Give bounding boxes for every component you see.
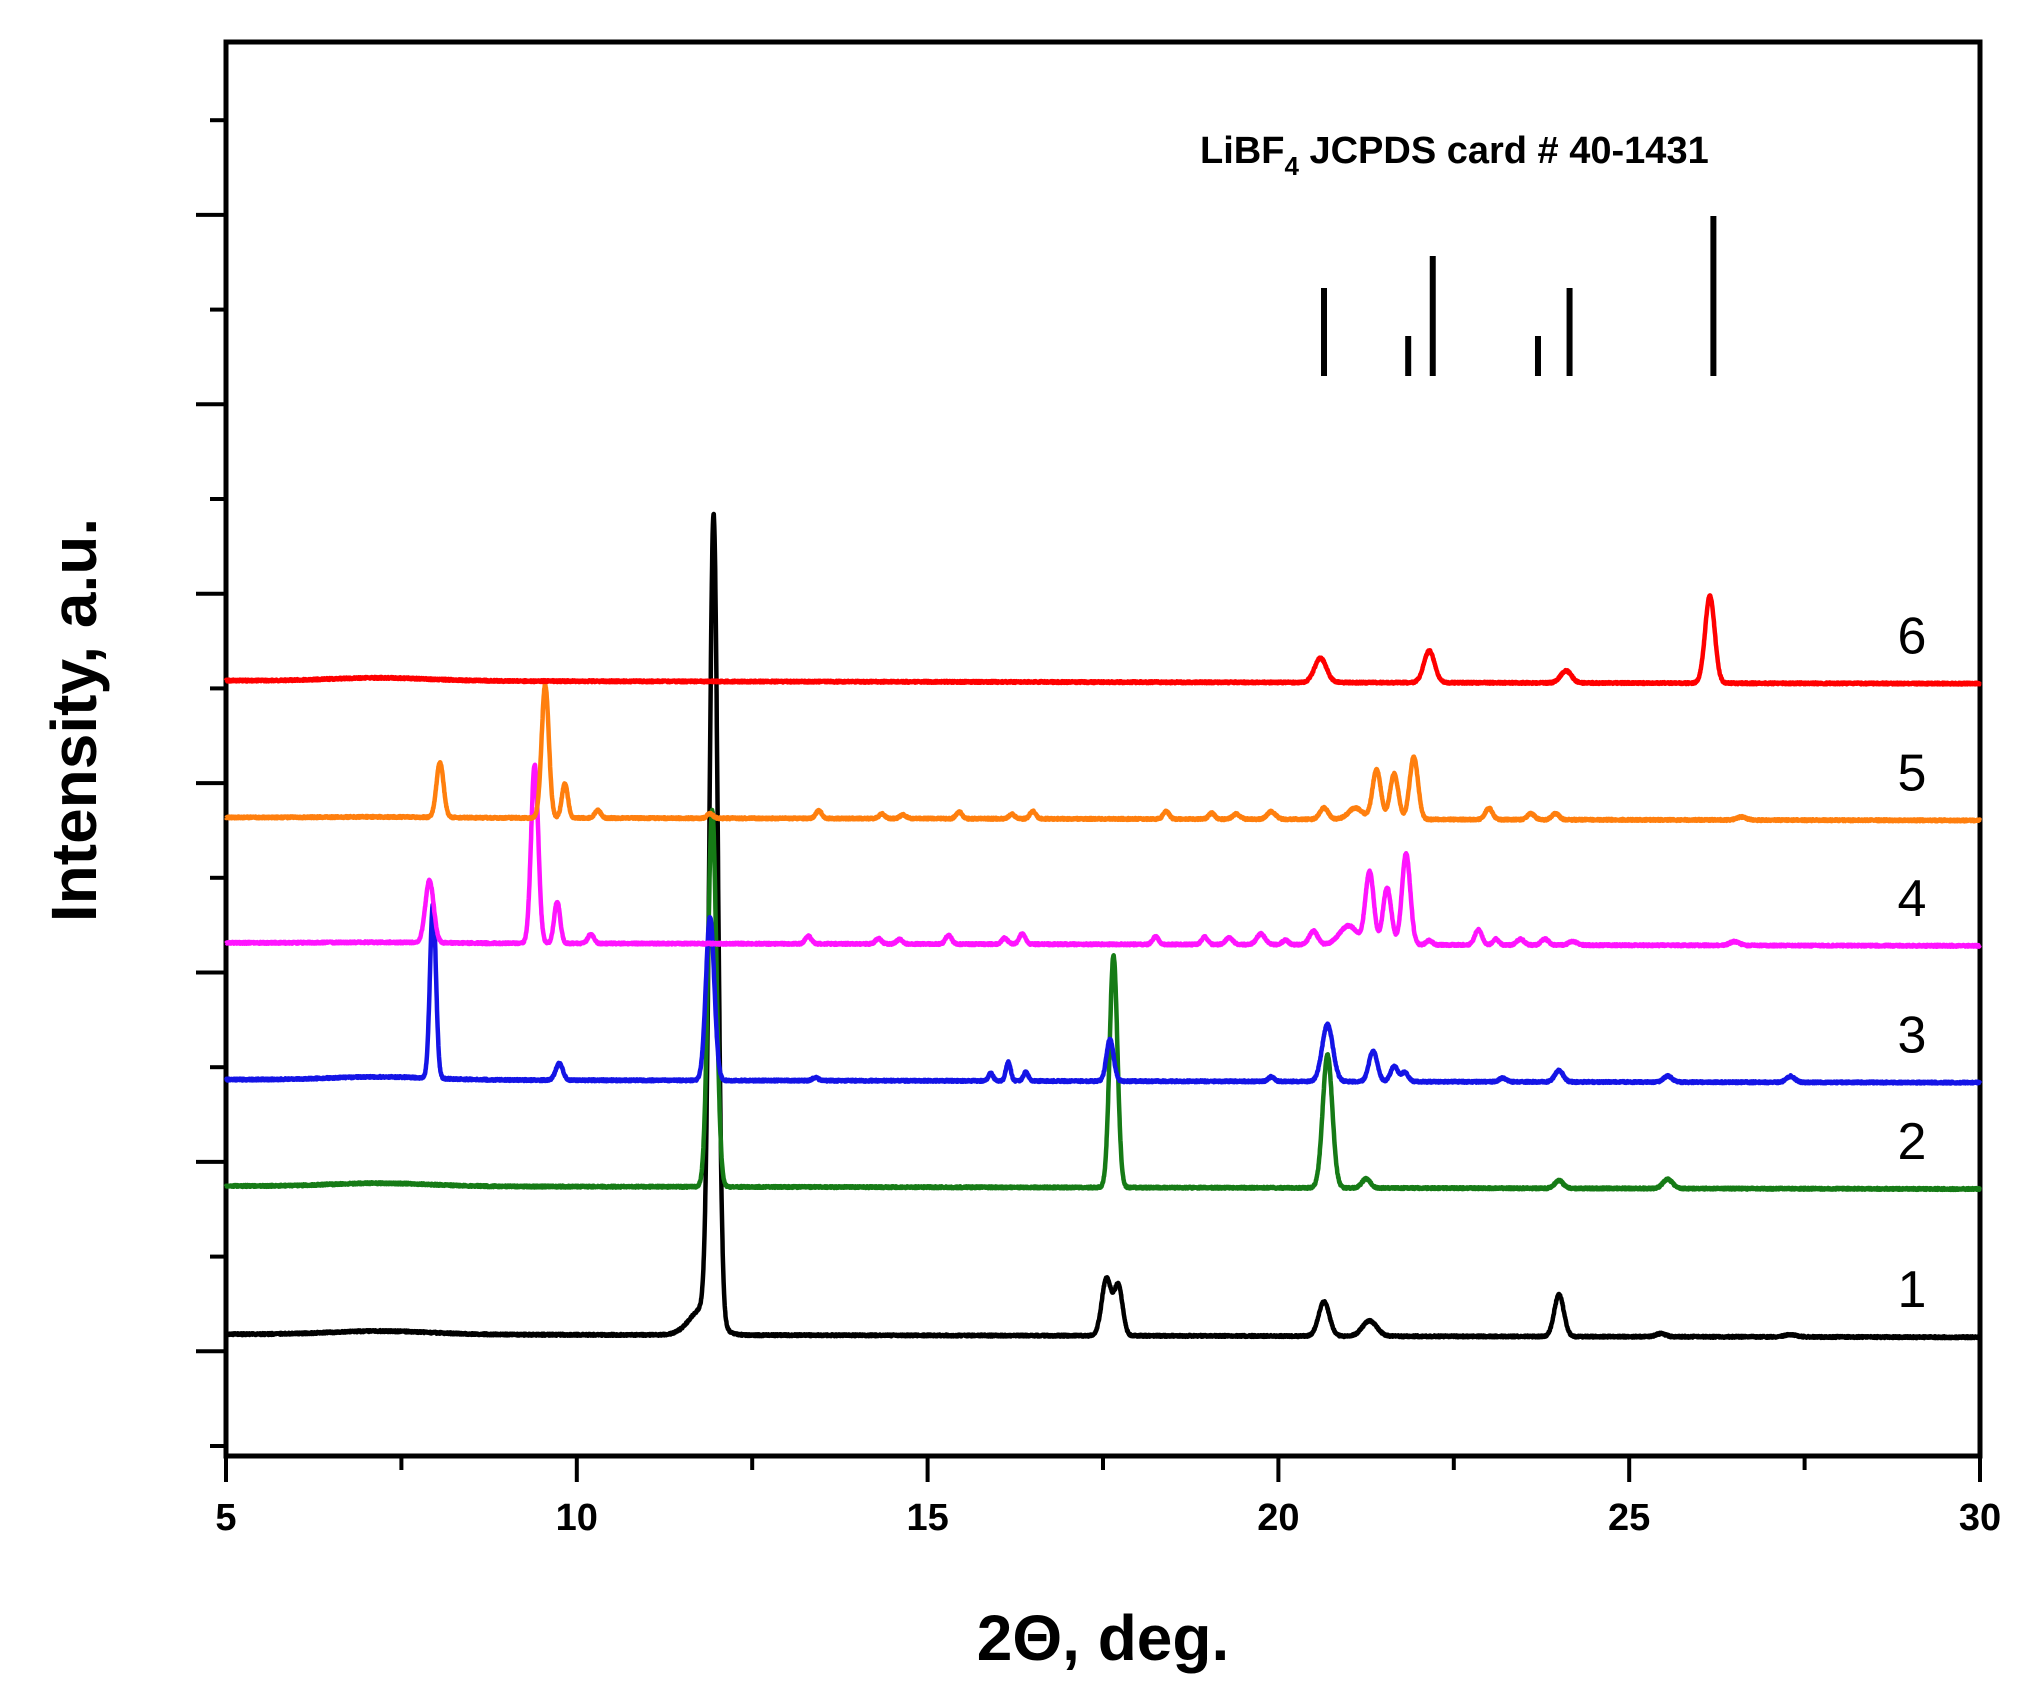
- pattern-1-line: [223, 511, 1983, 1341]
- y-axis-ticks: [196, 118, 226, 1448]
- x-tick-label: 25: [1608, 1497, 1650, 1539]
- x-tick-label: 30: [1959, 1497, 2001, 1539]
- pattern-2-line: [223, 807, 1982, 1193]
- pattern-labels: 1 2 3 4 5 6: [1898, 608, 1927, 1320]
- reference-formula: LiBF: [1200, 130, 1284, 172]
- pattern-label-2: 2: [1898, 1113, 1927, 1171]
- pattern-label-6: 6: [1898, 608, 1927, 666]
- pattern-6-line: [223, 593, 1982, 687]
- reference-subscript: 4: [1284, 151, 1299, 181]
- x-tick-label: 5: [215, 1497, 236, 1539]
- reference-lines: [1321, 216, 1717, 376]
- x-axis-ticks: [224, 1456, 1982, 1482]
- pattern-label-4: 4: [1898, 870, 1927, 928]
- x-tick-label: 20: [1257, 1497, 1299, 1539]
- pattern-3-line: [224, 901, 1983, 1086]
- pattern-label-5: 5: [1898, 744, 1927, 802]
- plot-frame: [223, 39, 1983, 1459]
- x-axis-title: 2Θ, deg.: [977, 1602, 1230, 1674]
- reference-card-number: JCPDS card # 40-1431: [1299, 130, 1709, 172]
- y-axis-title: Intensity, a.u.: [38, 518, 110, 922]
- pattern-5-line: [224, 682, 1983, 824]
- x-tick-label: 15: [906, 1497, 948, 1539]
- x-axis-tick-labels: 5 10 15 20 25 30: [215, 1497, 2001, 1539]
- pattern-label-1: 1: [1898, 1261, 1927, 1319]
- pattern-4-line: [224, 762, 1982, 949]
- diffraction-patterns: [223, 511, 1983, 1341]
- pattern-label-3: 3: [1898, 1007, 1927, 1065]
- x-tick-label: 10: [556, 1497, 598, 1539]
- reference-card-title: LiBF4 JCPDS card # 40-1431: [1200, 130, 1709, 181]
